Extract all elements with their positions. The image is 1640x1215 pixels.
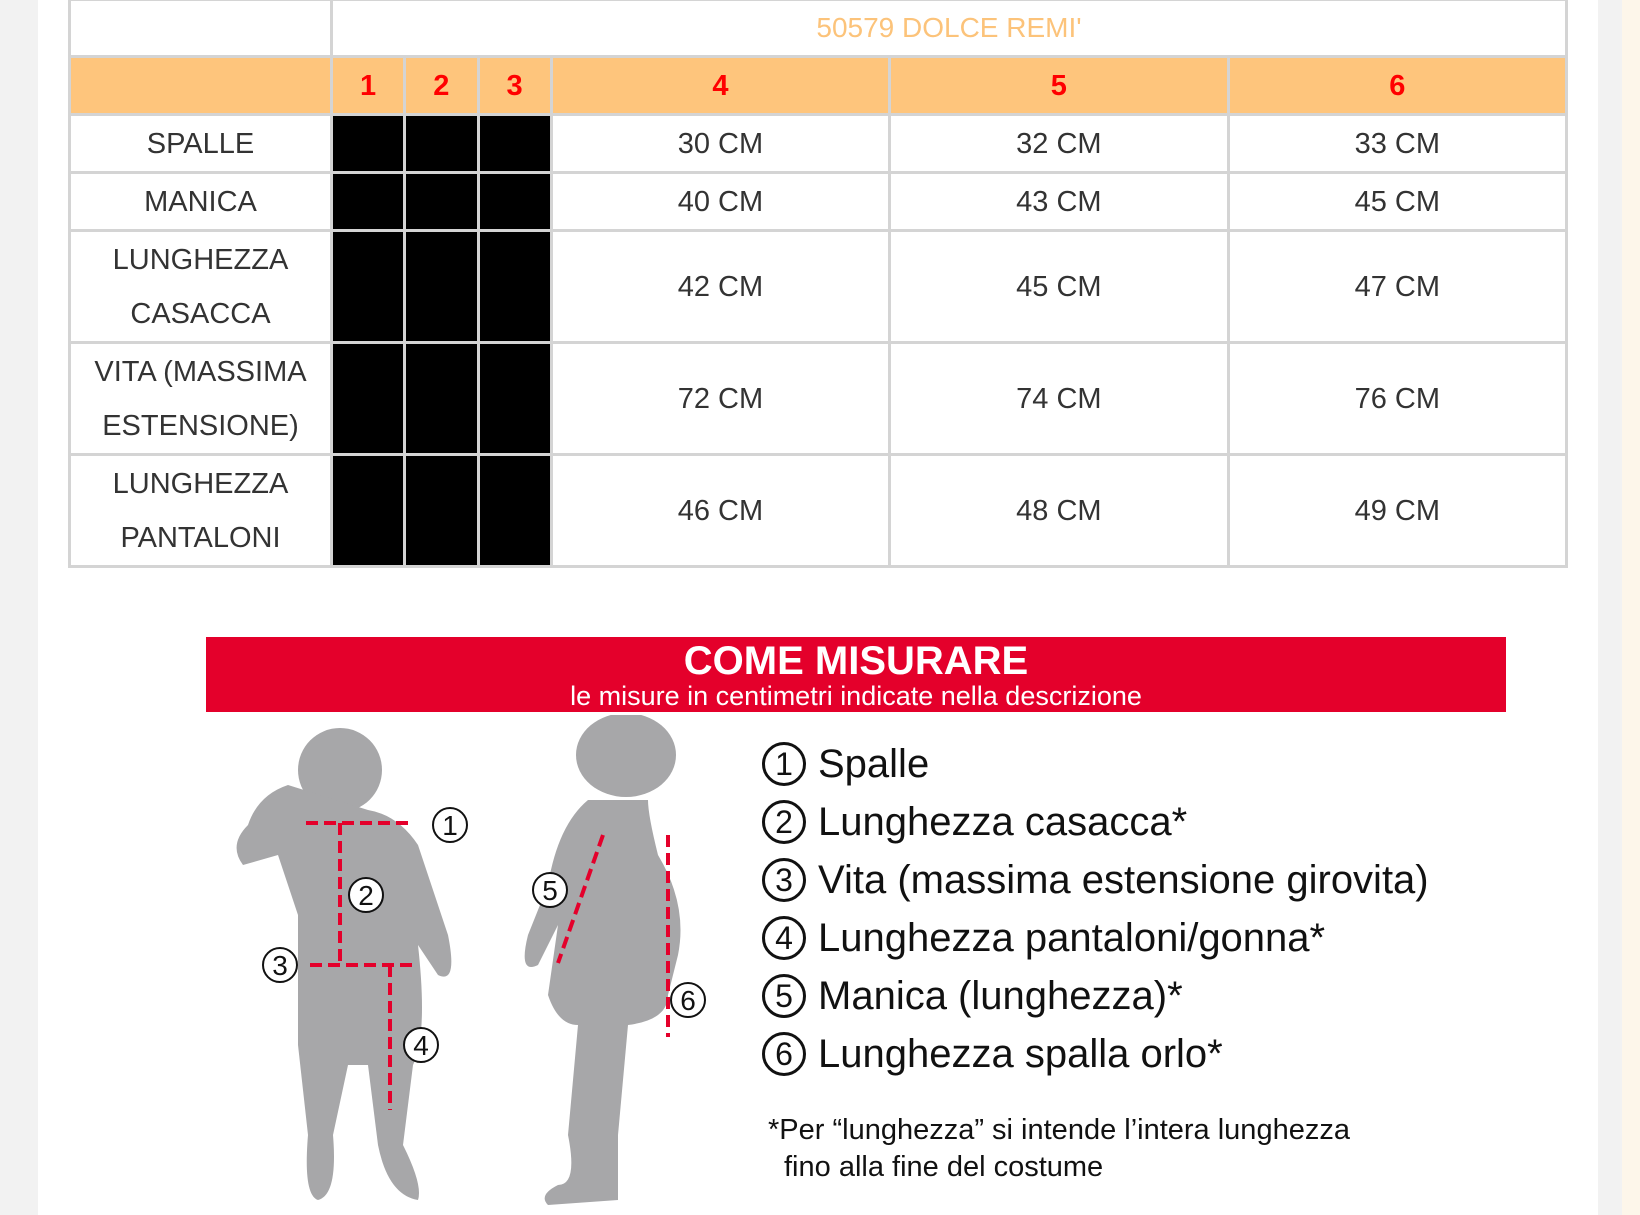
size-header: 4	[549, 55, 892, 116]
size-header: 1	[329, 55, 407, 116]
empty-cell	[68, 0, 333, 58]
blank-cell	[403, 229, 480, 344]
blank-cell	[329, 229, 407, 344]
size-header-row: 1 2 3 4 5 6	[68, 55, 1569, 116]
table-row: VITA (MASSIMA ESTENSIONE) 72 CM 74 CM 76 CM	[68, 341, 1569, 456]
blank-cell	[476, 171, 553, 232]
banner-title: COME MISURARE	[683, 639, 1029, 683]
legend-item: 5 Manica (lunghezza)*	[762, 967, 1429, 1025]
number-badge: 4	[762, 916, 806, 960]
measurement-cell: 40 CM	[549, 171, 892, 232]
measurement-cell: 45 CM	[1226, 171, 1569, 232]
table-row: SPALLE 30 CM 32 CM 33 CM	[68, 113, 1569, 174]
measurement-cell: 72 CM	[549, 341, 892, 456]
blank-cell	[403, 113, 480, 174]
length-note: *Per “lunghezza” si intende l’intera lun…	[768, 1112, 1350, 1186]
how-to-measure-banner: COME MISURARE le misure in centimetri in…	[206, 637, 1506, 712]
measurement-cell: 74 CM	[888, 341, 1230, 456]
svg-text:6: 6	[680, 985, 696, 1016]
measurement-cell: 42 CM	[549, 229, 892, 344]
blank-cell	[403, 341, 480, 456]
legend-item: 2 Lunghezza casacca*	[762, 793, 1429, 851]
legend-label: Vita (massima estensione girovita)	[818, 857, 1429, 902]
measurement-cell: 43 CM	[888, 171, 1230, 232]
table-row: LUNGHEZZA CASACCA 42 CM 45 CM 47 CM	[68, 229, 1569, 344]
svg-text:5: 5	[542, 875, 558, 906]
blank-cell	[476, 113, 553, 174]
svg-text:4: 4	[413, 1030, 429, 1061]
row-label: VITA (MASSIMA ESTENSIONE)	[68, 341, 333, 456]
legend-label: Manica (lunghezza)*	[818, 973, 1183, 1018]
blank-cell	[329, 453, 407, 568]
size-table: 50579 DOLCE REMI' 1 2 3 4 5 6 SPALLE 30 C…	[68, 0, 1569, 568]
blank-cell	[476, 341, 553, 456]
blank-cell	[403, 171, 480, 232]
svg-text:3: 3	[272, 950, 288, 981]
legend-item: 3 Vita (massima estensione girovita)	[762, 851, 1429, 909]
measurement-cell: 48 CM	[888, 453, 1230, 568]
measurement-cell: 30 CM	[549, 113, 892, 174]
legend-label: Spalle	[818, 741, 930, 786]
size-header: 5	[888, 55, 1230, 116]
measurement-cell: 46 CM	[549, 453, 892, 568]
legend-item: 4 Lunghezza pantaloni/gonna*	[762, 909, 1429, 967]
blank-cell	[403, 453, 480, 568]
measurement-cell: 47 CM	[1226, 229, 1569, 344]
blank-cell	[329, 113, 407, 174]
size-header: 2	[403, 55, 480, 116]
row-label: LUNGHEZZA PANTALONI	[68, 453, 333, 568]
right-edge	[1622, 0, 1640, 1215]
number-badge: 3	[762, 858, 806, 902]
measurement-figures-illustration: 1 2 3 4 5 6	[236, 715, 706, 1205]
blank-cell	[476, 453, 553, 568]
blank-cell	[329, 341, 407, 456]
size-header: 3	[476, 55, 553, 116]
blank-cell	[329, 171, 407, 232]
svg-text:1: 1	[442, 810, 458, 841]
legend-item: 6 Lunghezza spalla orlo*	[762, 1025, 1429, 1083]
legend-label: Lunghezza casacca*	[818, 799, 1188, 844]
note-line: *Per “lunghezza” si intende l’intera lun…	[768, 1114, 1350, 1146]
measurement-cell: 76 CM	[1226, 341, 1569, 456]
page-content: 50579 DOLCE REMI' 1 2 3 4 5 6 SPALLE 30 C…	[38, 0, 1598, 1215]
note-line: fino alla fine del costume	[784, 1151, 1104, 1183]
banner-subtitle: le misure in centimetri indicate nella d…	[570, 681, 1142, 711]
measurement-legend: 1 Spalle 2 Lunghezza casacca* 3 Vita (massi…	[762, 735, 1429, 1083]
legend-label: Lunghezza pantaloni/gonna*	[818, 915, 1326, 960]
legend-label: Lunghezza spalla orlo*	[818, 1031, 1223, 1076]
product-title: 50579 DOLCE REMI'	[330, 0, 1568, 58]
measurement-cell: 33 CM	[1226, 113, 1569, 174]
svg-text:2: 2	[358, 880, 374, 911]
number-badge: 6	[762, 1032, 806, 1076]
table-row: LUNGHEZZA PANTALONI 46 CM 48 CM 49 CM	[68, 453, 1569, 568]
size-header: 6	[1226, 55, 1569, 116]
measurement-cell: 32 CM	[888, 113, 1230, 174]
row-label: SPALLE	[68, 113, 333, 174]
blank-cell	[476, 229, 553, 344]
legend-item: 1 Spalle	[762, 735, 1429, 793]
empty-cell	[68, 55, 333, 116]
row-label: LUNGHEZZA CASACCA	[68, 229, 333, 344]
number-badge: 1	[762, 742, 806, 786]
table-row: MANICA 40 CM 43 CM 45 CM	[68, 171, 1569, 232]
row-label: MANICA	[68, 171, 333, 232]
number-badge: 2	[762, 800, 806, 844]
number-badge: 5	[762, 974, 806, 1018]
measurement-cell: 49 CM	[1226, 453, 1569, 568]
measurement-cell: 45 CM	[888, 229, 1230, 344]
